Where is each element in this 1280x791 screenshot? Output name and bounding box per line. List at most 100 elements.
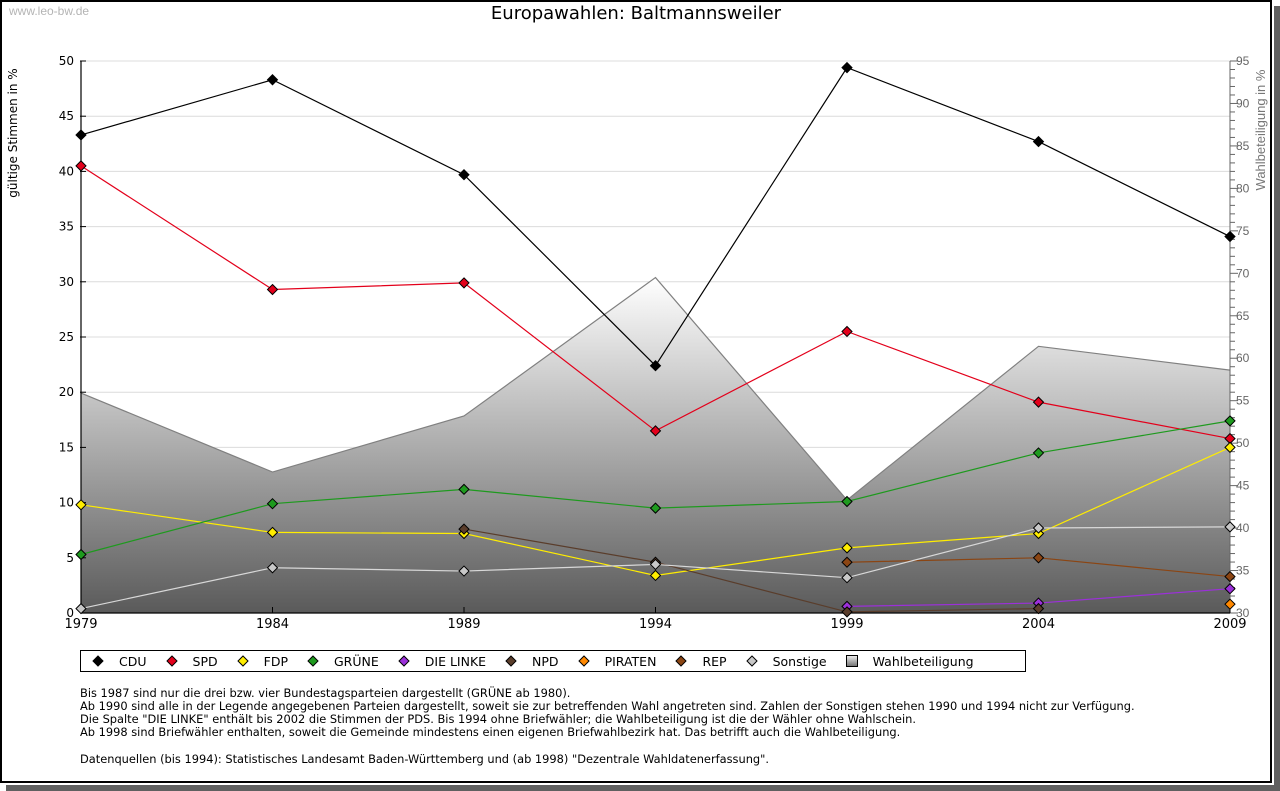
y-right-tick-label: 60 — [1236, 351, 1250, 365]
legend-item: SPD — [165, 654, 218, 669]
legend-diamond-icon — [165, 654, 179, 668]
legend-item: Sonstige — [745, 654, 827, 669]
y-right-tick-label: 45 — [1236, 479, 1250, 493]
legend-item: REP — [674, 654, 727, 669]
data-point-sonstige — [458, 565, 470, 577]
data-point-cdu — [841, 61, 853, 74]
data-point-gr-ne — [266, 497, 279, 510]
watermark: www.leo-bw.de — [9, 4, 90, 18]
y-right-tick-label: 65 — [1236, 309, 1250, 323]
data-point-cdu — [1032, 135, 1045, 148]
turnout-area — [81, 277, 1230, 613]
x-tick-label: 1979 — [64, 617, 97, 632]
legend-diamond-icon — [91, 654, 105, 668]
legend-diamond-icon — [577, 654, 591, 668]
y-tick-label: 15 — [59, 440, 74, 454]
y-axis-right-title: Wahlbeteiligung in % — [1253, 69, 1268, 190]
legend-item: CDU — [91, 654, 147, 669]
data-point-spd — [841, 325, 853, 338]
data-point-cdu — [75, 129, 87, 141]
footnote-line: Ab 1998 sind Briefwähler enthalten, sowe… — [80, 725, 901, 739]
legend-diamond-icon — [397, 654, 411, 668]
data-point-gr-ne — [841, 495, 853, 508]
chart-title: Europawahlen: Baltmannsweiler — [490, 3, 782, 24]
data-point-sonstige — [649, 558, 662, 571]
legend-diamond-icon — [306, 654, 320, 668]
footnotes: Bis 1987 sind nur die drei bzw. vier Bun… — [80, 687, 1135, 739]
y-tick-label: 10 — [59, 496, 74, 510]
legend-label: FDP — [263, 653, 288, 669]
x-tick-label: 1994 — [639, 617, 672, 632]
y-right-tick-label: 95 — [1236, 54, 1250, 68]
y-right-tick-label: 30 — [1236, 606, 1250, 620]
y-tick-label: 25 — [59, 330, 74, 344]
data-point-cdu — [458, 169, 470, 181]
footnote-line: Die Spalte "DIE LINKE" enthält bis 2002 … — [80, 712, 916, 726]
y-tick-label: 20 — [59, 385, 74, 399]
turnout-area-layer — [80, 276, 1231, 613]
data-point-cdu — [649, 359, 662, 372]
legend-item: PIRATEN — [577, 653, 657, 669]
legend-item: DIE LINKE — [397, 654, 486, 669]
y-right-tick-label: 35 — [1236, 564, 1250, 578]
data-point-spd — [266, 283, 279, 296]
y-axis-title: gültige Stimmen in % — [6, 68, 20, 197]
legend-label: NPD — [532, 653, 559, 669]
legend-item: Wahlbeteiligung — [845, 654, 974, 669]
turnout-line — [80, 276, 1231, 501]
data-point-gr-ne — [458, 483, 470, 496]
data-point-fdp — [649, 569, 662, 582]
data-point-spd — [649, 425, 662, 437]
x-tick-label: 2009 — [1213, 617, 1246, 632]
data-point-gr-ne — [75, 548, 87, 561]
data-point-sonstige — [266, 562, 279, 574]
axes: 0 5 10 15 20 25 30 35 40 45 50 30 35 40 45 50 55 60 65 70 75… — [59, 54, 1250, 632]
data-point-fdp — [75, 499, 87, 511]
y-right-tick-label: 80 — [1236, 181, 1250, 195]
data-point-fdp — [841, 542, 853, 554]
legend-label: PIRATEN — [604, 653, 657, 669]
y-tick-label: 50 — [59, 54, 74, 68]
legend: CDU SPD FDP GRÜNE DIE LINKE NPD PIRATEN REP Sons… — [80, 650, 1026, 672]
data-point-npd — [841, 606, 853, 618]
y-tick-label: 40 — [59, 164, 74, 178]
y-right-tick-label: 50 — [1236, 436, 1250, 450]
chart-svg: 0 5 10 15 20 25 30 35 40 45 50 30 35 40 45 50 55 60 65 70 75… — [6, 54, 1268, 632]
series-markers — [75, 61, 1236, 618]
y-right-tick-label: 70 — [1236, 266, 1250, 280]
data-point-spd — [1032, 396, 1045, 408]
legend-diamond-icon — [745, 654, 759, 668]
y-tick-label: 30 — [59, 275, 74, 289]
legend-label: Wahlbeteiligung — [872, 653, 974, 669]
x-tick-label: 2004 — [1022, 617, 1055, 632]
data-point-fdp — [266, 526, 279, 539]
footnote-line: Ab 1990 sind alle in der Legende angegeb… — [80, 699, 1135, 713]
series-line-npd — [463, 528, 1039, 613]
data-point-sonstige — [1032, 522, 1045, 534]
data-point-sonstige — [75, 602, 87, 615]
legend-item: FDP — [236, 654, 288, 669]
y-tick-label: 0 — [66, 606, 74, 620]
data-point-cdu — [1224, 230, 1236, 243]
x-tick-label: 1984 — [256, 617, 289, 632]
y-tick-label: 45 — [59, 109, 74, 123]
data-point-sonstige — [1224, 521, 1236, 533]
legend-diamond-icon — [236, 654, 250, 668]
data-point-die-linke — [1224, 583, 1236, 595]
data-point-rep — [1224, 570, 1236, 583]
data-point-spd — [75, 160, 87, 172]
y-right-tick-label: 90 — [1236, 96, 1250, 110]
data-point-gr-ne — [649, 502, 662, 514]
y-tick-label: 5 — [66, 551, 74, 565]
data-source-note: Datenquellen (bis 1994): Statistisches L… — [80, 752, 770, 766]
legend-label: DIE LINKE — [424, 653, 487, 669]
legend-diamond-icon — [504, 654, 518, 668]
legend-label: GRÜNE — [333, 653, 379, 669]
legend-label: SPD — [192, 653, 218, 669]
data-point-piraten — [1224, 598, 1236, 610]
data-point-sonstige — [841, 571, 853, 584]
y-right-tick-label: 55 — [1236, 394, 1250, 408]
legend-square-icon — [845, 654, 859, 668]
data-point-fdp — [1224, 441, 1236, 454]
data-point-rep — [841, 556, 853, 568]
